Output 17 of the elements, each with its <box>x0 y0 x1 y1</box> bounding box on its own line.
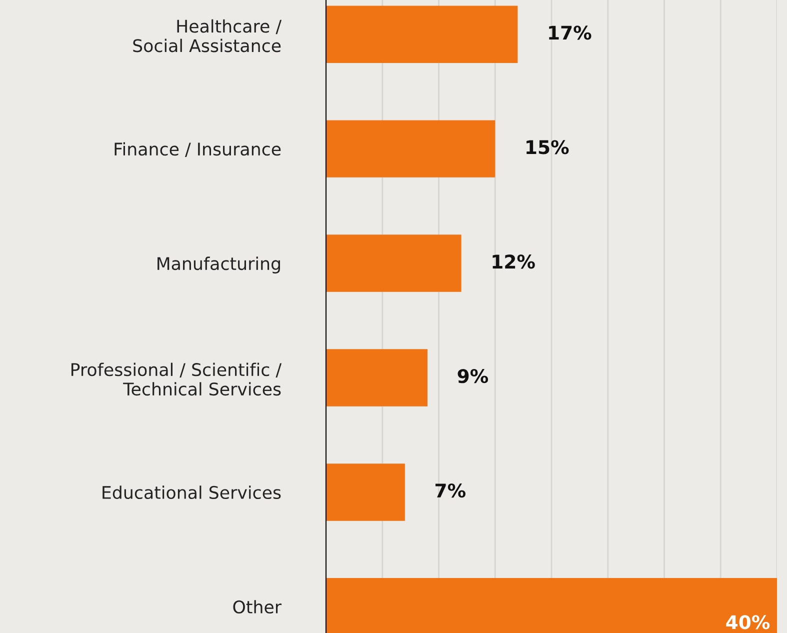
bar <box>326 234 462 292</box>
y-tick-label: Healthcare / Social Assistance <box>133 19 282 52</box>
data-label: 17% <box>549 26 592 40</box>
data-label: 12% <box>492 254 535 269</box>
data-label: 15% <box>526 140 569 154</box>
y-tick-label: Manufacturing <box>158 256 280 274</box>
y-tick-label: Finance / Insurance <box>114 142 281 158</box>
bar <box>326 120 496 178</box>
bar <box>326 6 518 63</box>
y-tick-label: Educational Services <box>102 486 281 500</box>
y-tick-label: Other <box>233 600 282 614</box>
data-label: 7% <box>435 483 466 498</box>
data-label: 40% <box>726 615 770 630</box>
bar <box>326 349 428 406</box>
y-tick-label: Professional / Scientific / Technical Services <box>71 362 282 396</box>
bar <box>326 464 405 521</box>
data-label: 9% <box>458 368 488 384</box>
